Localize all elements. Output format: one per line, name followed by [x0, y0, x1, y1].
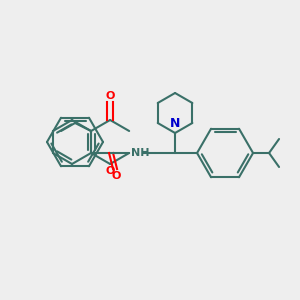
Text: NH: NH: [131, 148, 150, 158]
Text: O: O: [111, 171, 121, 181]
Text: O: O: [105, 166, 115, 176]
Text: O: O: [105, 91, 115, 101]
Text: N: N: [170, 117, 180, 130]
